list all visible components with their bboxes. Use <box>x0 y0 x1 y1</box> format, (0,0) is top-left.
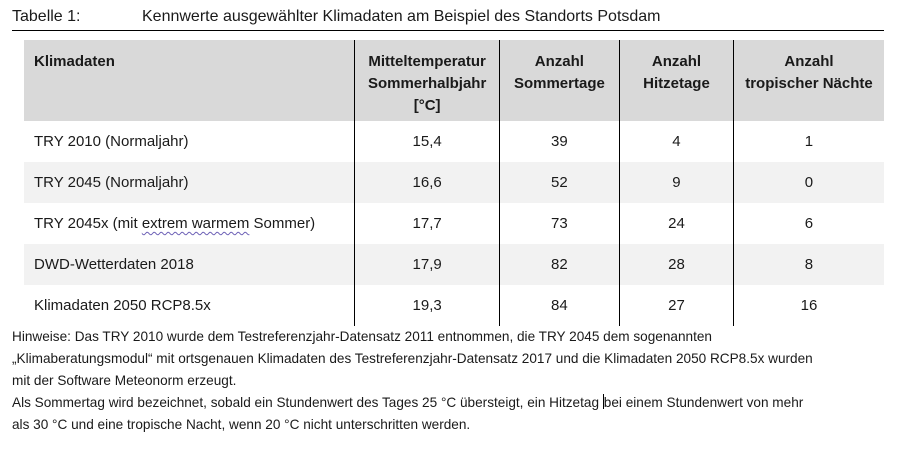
cell-hitzetage: 28 <box>618 244 734 285</box>
table-row: TRY 2045x (mit extrem warmem Sommer) 17,… <box>24 203 884 244</box>
cell-mitteltemperatur: 17,9 <box>354 244 500 285</box>
text-cursor <box>602 394 604 409</box>
header-sommertage: Anzahl Sommertage <box>498 40 620 121</box>
table-caption: Tabelle 1: Kennwerte ausgewählter Klimad… <box>12 6 884 31</box>
cell-mitteltemperatur: 17,7 <box>354 203 500 244</box>
cell-sommertage: 82 <box>498 244 620 285</box>
cell-tropische-naechte: 6 <box>732 203 884 244</box>
notes-line: mit der Software Meteonorm erzeugt. <box>12 373 237 388</box>
table-row: TRY 2010 (Normaljahr) 15,4 39 4 1 <box>24 121 884 162</box>
header-hitzetage: Anzahl Hitzetage <box>618 40 734 121</box>
table-header-row: Klimadaten Mitteltemperatur Sommerhalbja… <box>24 40 884 121</box>
caption-label: Tabelle 1: <box>12 8 81 25</box>
cell-mitteltemperatur: 15,4 <box>354 121 500 162</box>
cell-sommertage: 39 <box>498 121 620 162</box>
cell-hitzetage: 4 <box>618 121 734 162</box>
cell-mitteltemperatur: 16,6 <box>354 162 500 203</box>
caption-title: Kennwerte ausgewählter Klimadaten am Bei… <box>142 8 661 25</box>
header-mitteltemperatur: Mitteltemperatur Sommerhalbjahr [°C] <box>354 40 500 121</box>
row-name: TRY 2045 (Normaljahr) <box>34 174 189 191</box>
notes-line: Als Sommertag wird bezeichnet, sobald ei… <box>12 394 804 410</box>
cell-hitzetage: 27 <box>618 285 734 326</box>
header-klimadaten: Klimadaten <box>34 53 115 70</box>
cell-tropische-naechte: 0 <box>732 162 884 203</box>
cell-sommertage: 52 <box>498 162 620 203</box>
row-name: TRY 2010 (Normaljahr) <box>34 133 189 150</box>
row-name: Klimadaten 2050 RCP8.5x <box>34 297 211 314</box>
climate-data-table: Klimadaten Mitteltemperatur Sommerhalbja… <box>24 40 884 326</box>
row-name: TRY 2045x (mit extrem warmem Sommer) <box>34 215 316 232</box>
table-row: TRY 2045 (Normaljahr) 16,6 52 9 0 <box>24 162 884 203</box>
table-notes[interactable]: Hinweise: Das TRY 2010 wurde dem Testref… <box>12 326 892 436</box>
cell-hitzetage: 9 <box>618 162 734 203</box>
cell-sommertage: 73 <box>498 203 620 244</box>
cell-sommertage: 84 <box>498 285 620 326</box>
spellcheck-flagged-text[interactable]: extrem warmem <box>141 215 250 232</box>
notes-line: Hinweise: Das TRY 2010 wurde dem Testref… <box>12 329 712 344</box>
cell-tropische-naechte: 1 <box>732 121 884 162</box>
header-tropische-naechte: Anzahl tropischer Nächte <box>732 40 884 121</box>
cell-hitzetage: 24 <box>618 203 734 244</box>
cell-tropische-naechte: 16 <box>732 285 884 326</box>
cell-mitteltemperatur: 19,3 <box>354 285 500 326</box>
notes-line: „Klimaberatungsmodul“ mit ortsgenauen Kl… <box>12 351 813 366</box>
row-name: DWD-Wetterdaten 2018 <box>34 256 194 273</box>
cell-tropische-naechte: 8 <box>732 244 884 285</box>
notes-line: als 30 °C und eine tropische Nacht, wenn… <box>12 417 471 432</box>
table-row: Klimadaten 2050 RCP8.5x 19,3 84 27 16 <box>24 285 884 326</box>
table-row: DWD-Wetterdaten 2018 17,9 82 28 8 <box>24 244 884 285</box>
